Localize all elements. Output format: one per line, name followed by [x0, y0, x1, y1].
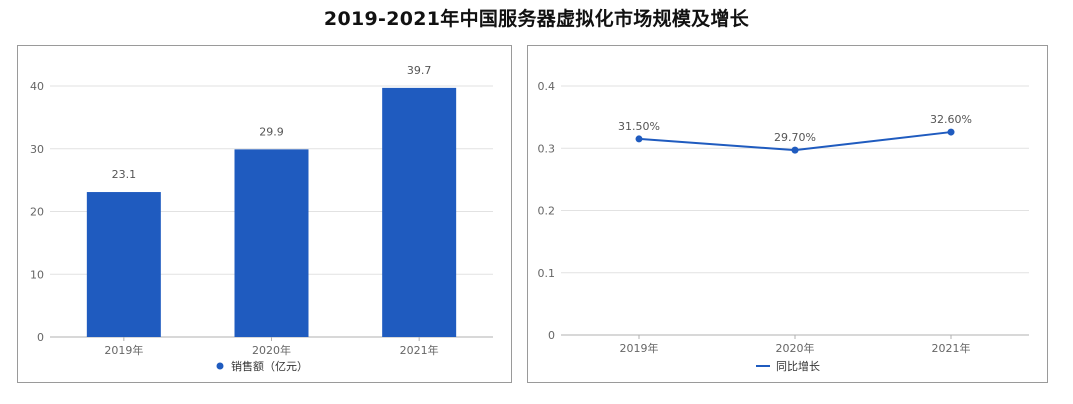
x-tick-label: 2020年	[776, 341, 815, 355]
chart-title: 2019-2021年中国服务器虚拟化市场规模及增长	[323, 8, 750, 30]
y-tick-label: 0.2	[538, 205, 556, 218]
y-tick-label: 0.1	[538, 267, 556, 280]
y-tick-label: 40	[30, 80, 44, 93]
x-tick-label: 2019年	[104, 343, 143, 357]
x-tick-label: 2020年	[252, 343, 291, 357]
sales-bar-chart-panel: 0 10 20 30 40 2019年 2020年 2021年 23.1 29.9 39.7 销售额（…	[17, 45, 512, 383]
y-tick-label: 0.3	[538, 142, 556, 155]
point-data-label: 32.60%	[930, 113, 972, 126]
legend-label: 销售额（亿元）	[231, 359, 308, 373]
growth-line-chart: 0 0.1 0.2 0.3 0.4 2019年 2020年 2021年 31.50% 29.70%…	[538, 80, 1029, 373]
y-tick-label: 0	[37, 331, 44, 344]
data-point	[635, 135, 643, 143]
growth-line-chart-panel: 0 0.1 0.2 0.3 0.4 2019年 2020年 2021年 31.50% 29.70%…	[527, 45, 1048, 383]
data-point	[791, 146, 799, 154]
x-tick-label: 2021年	[400, 343, 439, 357]
bar-data-label: 29.9	[259, 125, 284, 138]
y-tick-label: 0	[548, 329, 555, 342]
bar	[382, 87, 457, 337]
y-tick-label: 0.4	[538, 80, 556, 93]
y-tick-label: 10	[30, 268, 44, 281]
bar-data-label: 23.1	[112, 168, 137, 181]
legend-marker	[216, 362, 224, 370]
x-tick-label: 2019年	[620, 341, 659, 355]
point-data-label: 31.50%	[618, 120, 660, 133]
y-tick-label: 20	[30, 206, 44, 219]
point-data-label: 29.70%	[774, 131, 816, 144]
x-tick-label: 2021年	[932, 341, 971, 355]
legend-label: 同比增长	[776, 359, 820, 373]
bar	[86, 192, 161, 337]
sales-bar-chart: 0 10 20 30 40 2019年 2020年 2021年 23.1 29.9 39.7 销售额（…	[30, 64, 493, 373]
data-point	[947, 128, 955, 136]
bar-data-label: 39.7	[407, 64, 432, 77]
y-tick-label: 30	[30, 143, 44, 156]
bar	[234, 149, 309, 337]
